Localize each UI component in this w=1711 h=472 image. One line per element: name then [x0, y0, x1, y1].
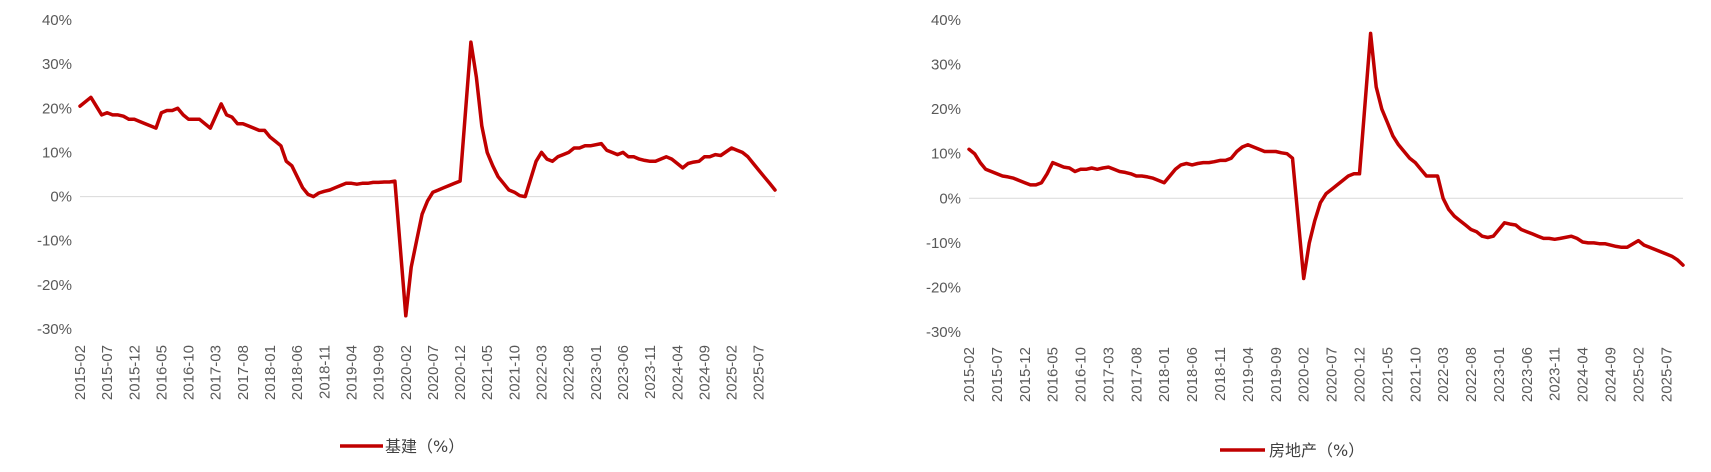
x-tick-label: 2015-12 — [1017, 347, 1034, 402]
x-tick-label: 2025-02 — [724, 345, 741, 400]
x-tick-label: 2016-05 — [153, 345, 170, 400]
x-tick-label: 2022-03 — [534, 345, 551, 400]
x-tick-label: 2017-03 — [208, 345, 225, 400]
y-tick-label: 20% — [42, 100, 72, 117]
x-tick-label: 2020-12 — [1351, 347, 1368, 402]
y-tick-label: 10% — [42, 144, 72, 161]
x-tick-label: 2020-02 — [1296, 347, 1313, 402]
x-tick-label: 2025-07 — [1658, 347, 1675, 402]
x-tick-label: 2019-09 — [1268, 347, 1285, 402]
x-tick-label: 2017-08 — [235, 345, 252, 400]
x-tick-label: 2024-04 — [669, 345, 686, 400]
y-tick-label: 40% — [42, 12, 72, 29]
x-tick-label: 2021-10 — [1407, 347, 1424, 402]
y-tick-label: 0% — [939, 190, 961, 207]
y-tick-label: 30% — [931, 57, 961, 74]
x-tick-label: 2025-02 — [1630, 347, 1647, 402]
x-tick-label: 2018-01 — [1156, 347, 1173, 402]
series-line — [78, 40, 777, 318]
x-tick-label: 2016-05 — [1045, 347, 1062, 402]
x-tick-label: 2025-07 — [751, 345, 768, 400]
x-tick-label: 2016-10 — [181, 345, 198, 400]
x-tick-label: 2024-04 — [1575, 347, 1592, 402]
x-tick-label: 2022-08 — [561, 345, 578, 400]
x-tick-label: 2022-03 — [1435, 347, 1452, 402]
x-tick-label: 2016-10 — [1073, 347, 1090, 402]
x-tick-label: 2021-10 — [506, 345, 523, 400]
y-tick-label: -20% — [37, 277, 72, 294]
x-tick-label: 2021-05 — [1379, 347, 1396, 402]
y-tick-label: -10% — [926, 235, 961, 252]
chart-real-estate: 40% 30% 20% 10% 0% -10% -20% -30%2015-02 2015-07… — [926, 12, 1685, 460]
series-line — [967, 31, 1685, 281]
x-tick-label: 2015-12 — [126, 345, 143, 400]
x-tick-label: 2019-04 — [343, 345, 360, 400]
y-tick-label: -30% — [926, 324, 961, 341]
x-tick-label: 2015-02 — [72, 345, 89, 400]
x-tick-label: 2018-01 — [262, 345, 279, 400]
y-tick-label: -30% — [37, 321, 72, 338]
x-tick-label: 2023-01 — [1491, 347, 1508, 402]
x-tick-label: 2017-08 — [1128, 347, 1145, 402]
x-tick-label: 2020-07 — [425, 345, 442, 400]
chart-infrastructure: 40% 30% 20% 10% 0% -10% -20% -30%2015-02 2015-07… — [37, 12, 777, 456]
x-tick-label: 2022-08 — [1463, 347, 1480, 402]
x-tick-label: 2018-11 — [316, 345, 333, 399]
x-tick-label: 2019-09 — [371, 345, 388, 400]
x-tick-label: 2020-12 — [452, 345, 469, 400]
y-tick-label: 0% — [50, 189, 72, 206]
x-tick-label: 2023-11 — [1547, 347, 1564, 401]
x-tick-label: 2018-11 — [1212, 347, 1229, 401]
x-tick-label: 2024-09 — [1602, 347, 1619, 402]
x-tick-label: 2024-09 — [696, 345, 713, 400]
y-tick-label: 10% — [931, 146, 961, 163]
x-tick-label: 2015-02 — [961, 347, 978, 402]
x-tick-label: 2020-02 — [398, 345, 415, 400]
x-tick-label: 2023-06 — [615, 345, 632, 400]
x-tick-label: 2021-05 — [479, 345, 496, 400]
x-tick-label: 2018-06 — [1184, 347, 1201, 402]
x-tick-label: 2023-01 — [588, 345, 605, 400]
y-tick-label: 30% — [42, 56, 72, 73]
x-tick-label: 2018-06 — [289, 345, 306, 400]
y-tick-label: -10% — [37, 233, 72, 250]
legend-label: 基建（%） — [385, 437, 464, 456]
y-tick-label: 20% — [931, 101, 961, 118]
x-tick-label: 2020-07 — [1324, 347, 1341, 402]
y-tick-label: 40% — [931, 12, 961, 29]
x-tick-label: 2017-03 — [1100, 347, 1117, 402]
x-tick-label: 2019-04 — [1240, 347, 1257, 402]
y-tick-label: -20% — [926, 279, 961, 296]
x-tick-label: 2015-07 — [989, 347, 1006, 402]
x-tick-label: 2015-07 — [99, 345, 116, 400]
legend-label: 房地产（%） — [1269, 441, 1364, 460]
x-tick-label: 2023-06 — [1519, 347, 1536, 402]
x-tick-label: 2023-11 — [642, 345, 659, 399]
